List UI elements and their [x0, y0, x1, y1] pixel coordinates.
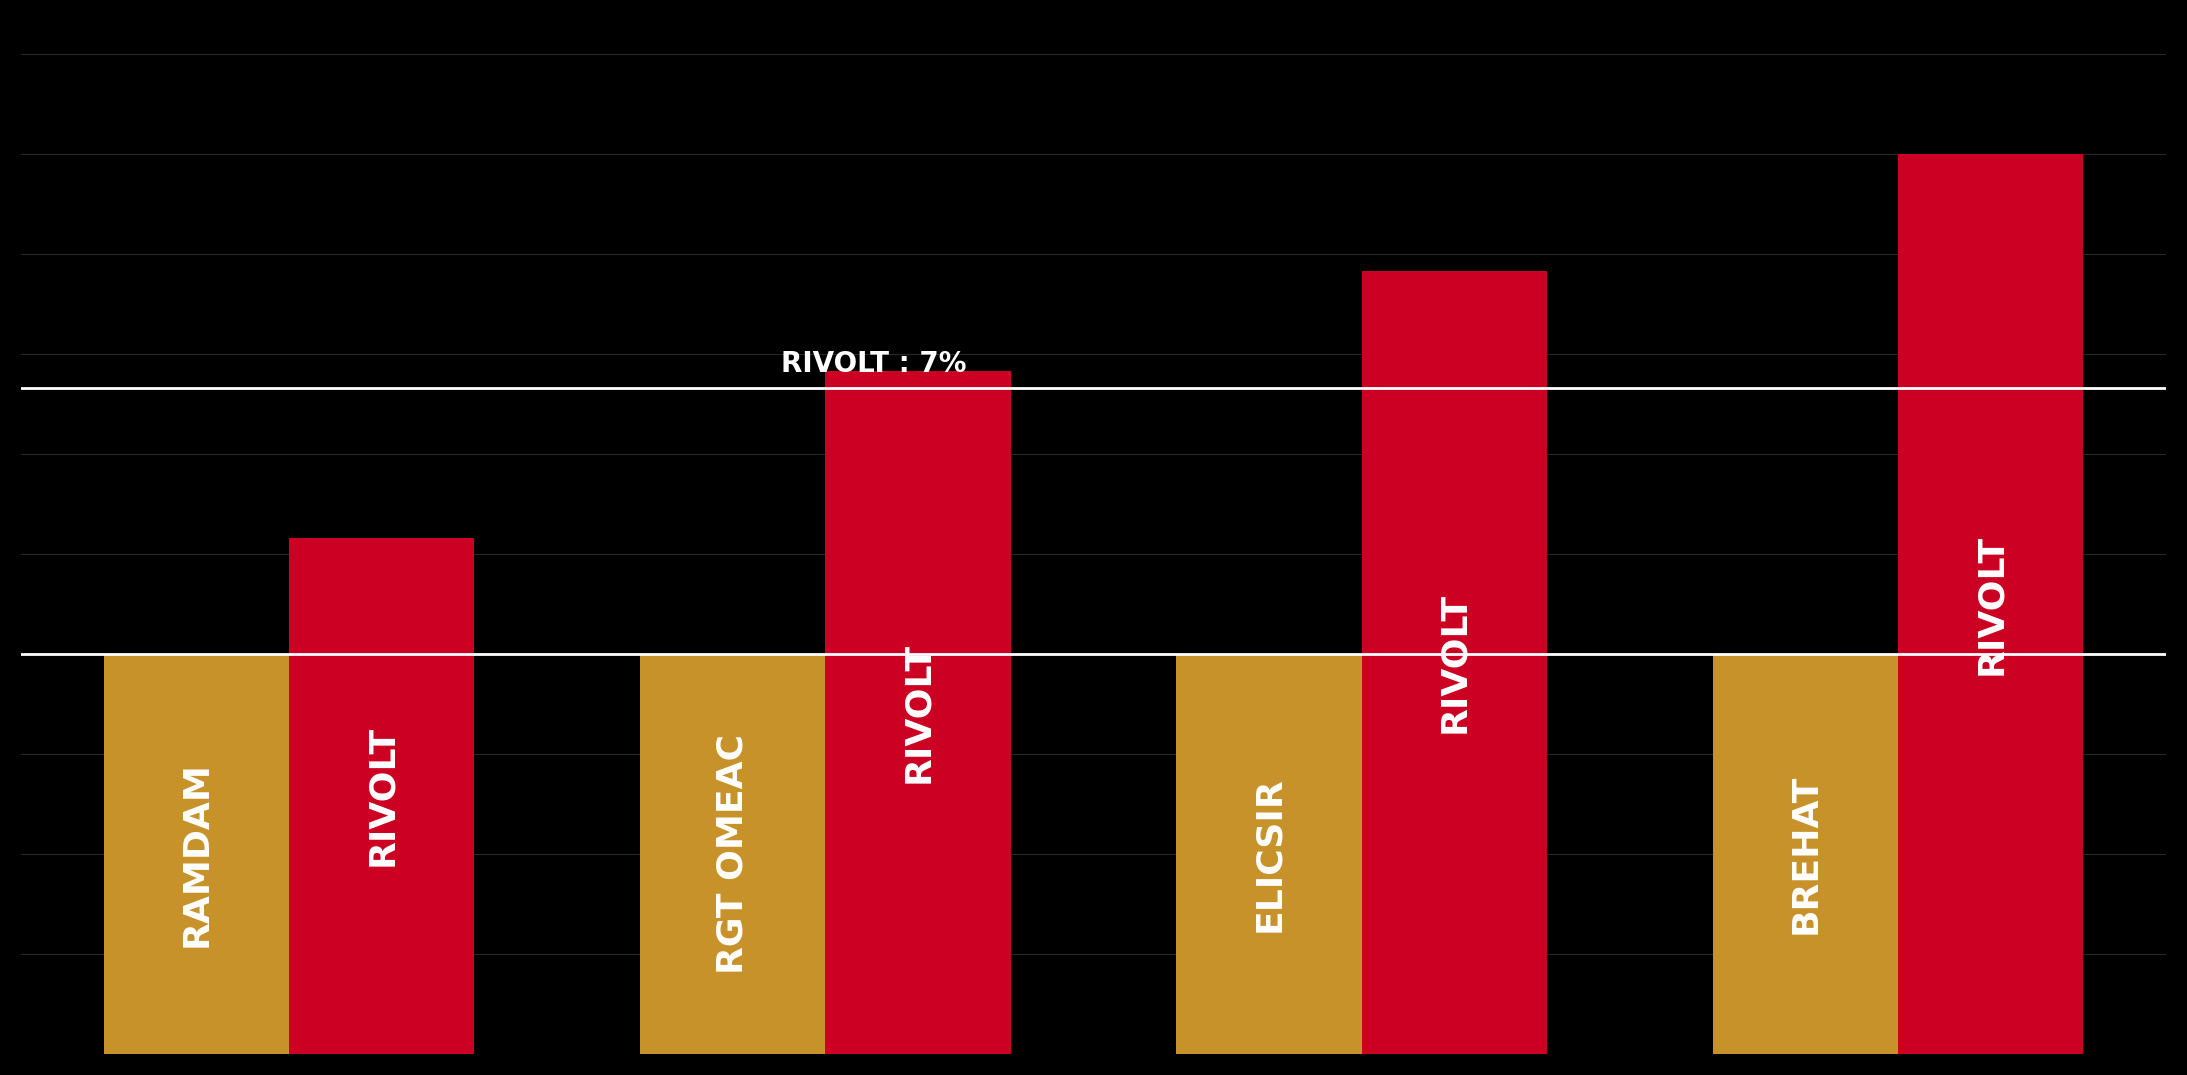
Text: RGT OMEAC: RGT OMEAC	[715, 734, 750, 974]
Bar	[103, 655, 289, 1055]
Text: RIVOLT: RIVOLT	[1973, 533, 2008, 675]
Text: RAMDAM: RAMDAM	[179, 761, 214, 947]
Bar	[641, 655, 824, 1055]
Bar	[1898, 154, 2084, 1055]
Bar	[1712, 655, 1898, 1055]
Text: BREHAT: BREHAT	[1789, 774, 1822, 934]
Text: RIVOLT: RIVOLT	[1437, 592, 1472, 733]
Text: ELICSIR: ELICSIR	[1251, 776, 1286, 932]
Bar	[1363, 271, 1546, 1055]
Text: RIVOLT: RIVOLT	[901, 642, 936, 783]
Bar	[1177, 655, 1363, 1055]
Text: RIVOLT: RIVOLT	[365, 726, 398, 866]
Bar	[289, 538, 475, 1055]
Bar	[824, 371, 1010, 1055]
Text: RIVOLT : 7%: RIVOLT : 7%	[781, 349, 967, 377]
